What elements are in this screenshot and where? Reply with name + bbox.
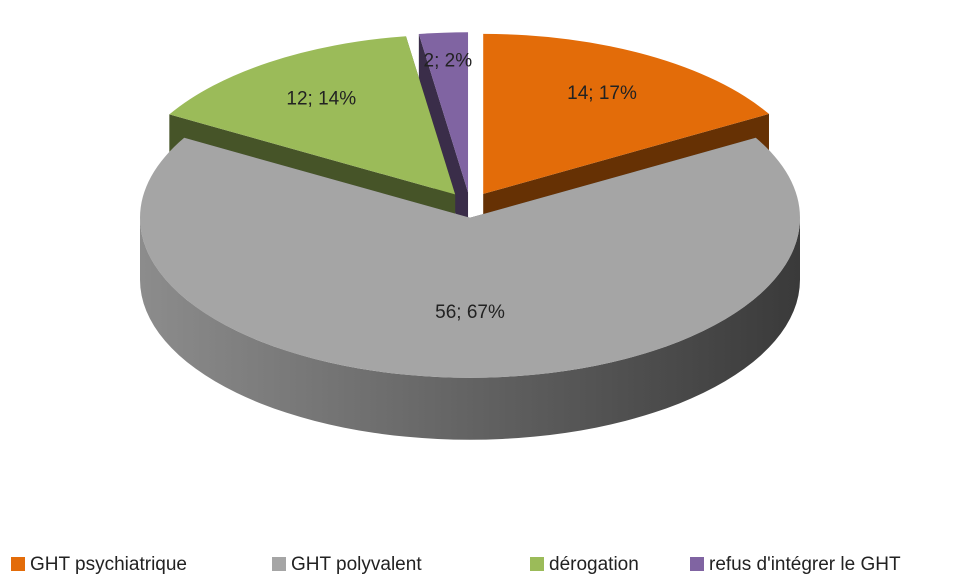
legend-label: refus d'intégrer le GHT xyxy=(709,554,901,575)
legend-label: GHT polyvalent xyxy=(291,554,422,575)
legend-swatch xyxy=(530,557,544,571)
legend-swatch xyxy=(690,557,704,571)
data-label: 12; 14% xyxy=(286,88,356,109)
slice-side xyxy=(140,217,800,440)
legend-swatch xyxy=(11,557,25,571)
data-label: 14; 17% xyxy=(567,83,637,104)
slice xyxy=(483,33,769,194)
legend-swatch xyxy=(272,557,286,571)
slice-wall xyxy=(418,34,469,255)
data-label: 2; 2% xyxy=(424,50,473,71)
legend-label: GHT psychiatrique xyxy=(30,554,187,575)
slice xyxy=(169,36,456,195)
data-label: 56; 67% xyxy=(435,302,505,323)
slice xyxy=(418,32,469,193)
slice xyxy=(140,137,800,378)
legend-label: dérogation xyxy=(549,554,639,575)
